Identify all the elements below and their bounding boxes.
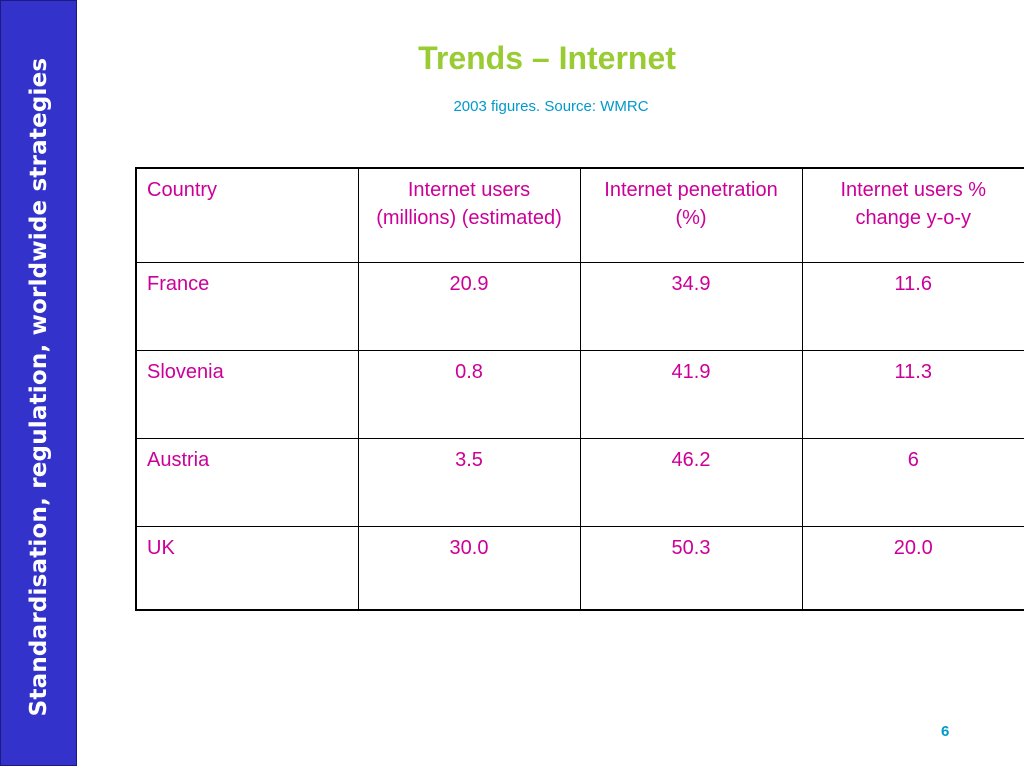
cell-country: Austria xyxy=(135,437,359,527)
page-number: 6 xyxy=(941,723,950,740)
slide-subtitle: 2003 figures. Source: WMRC xyxy=(453,98,649,115)
header-internet-penetration: Internet penetration (%) xyxy=(579,167,803,263)
cell-change: 6 xyxy=(801,437,1024,527)
cell-penetration: 34.9 xyxy=(579,261,803,351)
table-row: France 20.9 34.9 11.6 xyxy=(135,261,1024,351)
cell-change: 11.6 xyxy=(801,261,1024,351)
cell-penetration: 41.9 xyxy=(579,349,803,439)
cell-users: 20.9 xyxy=(357,261,581,351)
header-country: Country xyxy=(135,167,359,263)
internet-trends-table: Country Internet users (millions) (estim… xyxy=(135,167,1024,611)
slide-title: Trends – Internet xyxy=(418,40,676,76)
cell-users: 3.5 xyxy=(357,437,581,527)
cell-penetration: 50.3 xyxy=(579,525,803,611)
cell-country: France xyxy=(135,261,359,351)
table-header-row: Country Internet users (millions) (estim… xyxy=(135,167,1024,263)
cell-country: Slovenia xyxy=(135,349,359,439)
cell-users: 0.8 xyxy=(357,349,581,439)
header-internet-users: Internet users (millions) (estimated) xyxy=(357,167,581,263)
sidebar-band: Standardisation, regulation, worldwide s… xyxy=(0,0,77,766)
table-row: Slovenia 0.8 41.9 11.3 xyxy=(135,349,1024,439)
cell-change: 11.3 xyxy=(801,349,1024,439)
table-row: Austria 3.5 46.2 6 xyxy=(135,437,1024,527)
cell-penetration: 46.2 xyxy=(579,437,803,527)
cell-users: 30.0 xyxy=(357,525,581,611)
header-users-change: Internet users % change y-o-y xyxy=(801,167,1024,263)
cell-change: 20.0 xyxy=(801,525,1024,611)
sidebar-vertical-text: Standardisation, regulation, worldwide s… xyxy=(26,57,52,717)
cell-country: UK xyxy=(135,525,359,611)
table-row: UK 30.0 50.3 20.0 xyxy=(135,525,1024,611)
